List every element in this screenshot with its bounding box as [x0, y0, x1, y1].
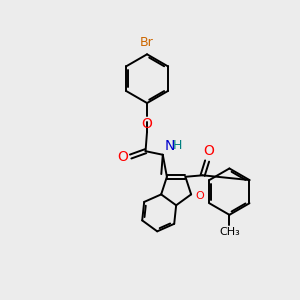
Text: O: O [203, 144, 214, 158]
Text: O: O [142, 117, 152, 131]
Text: CH₃: CH₃ [219, 227, 240, 237]
Text: Br: Br [140, 36, 154, 49]
Text: N: N [164, 139, 175, 153]
Text: H: H [173, 139, 182, 152]
Text: O: O [117, 149, 128, 164]
Text: O: O [195, 191, 204, 201]
